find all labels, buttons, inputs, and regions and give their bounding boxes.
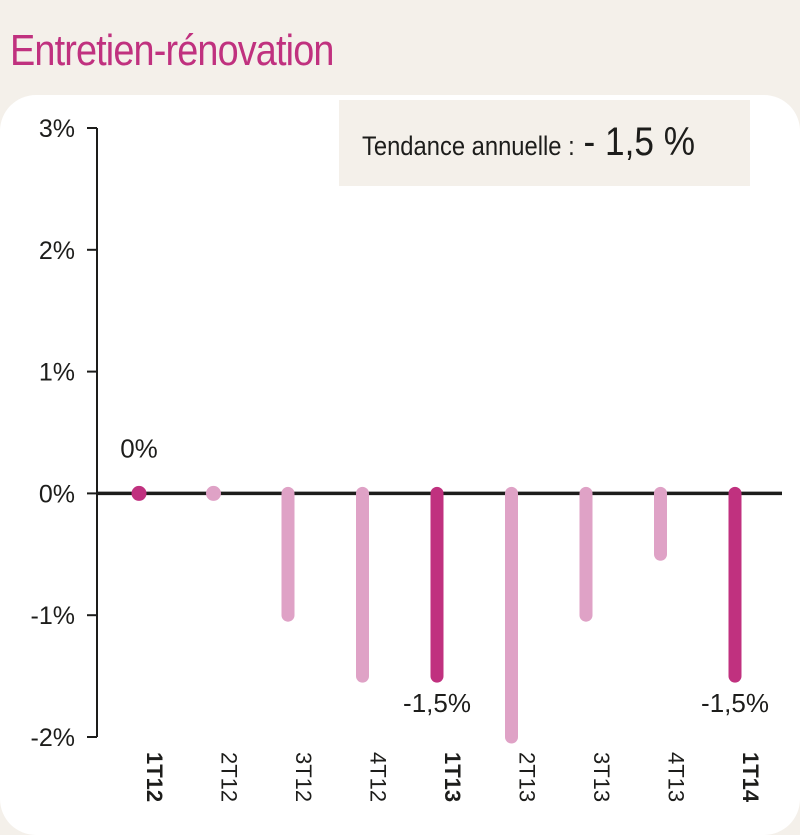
x-tick-label: 3T12	[291, 752, 316, 802]
bar-2t12	[206, 485, 221, 501]
y-tick-label: 2%	[39, 237, 75, 265]
x-tick-label: 4T13	[664, 752, 689, 802]
x-tick-label: 1T14	[738, 752, 763, 803]
x-tick-label: 1T12	[142, 752, 167, 802]
x-tick-label: 4T12	[366, 752, 391, 802]
data-label: -1,5%	[403, 688, 471, 718]
x-tick-label: 1T13	[440, 752, 465, 802]
y-tick-label: -1%	[31, 602, 75, 630]
x-tick-label: 2T13	[515, 752, 540, 802]
x-tick-label: 3T13	[589, 752, 614, 802]
trend-box	[339, 100, 750, 186]
labels-layer: 1T12 2T12 3T12 4T12 1T13 2T13 3T13 4T13 1T14 0% -1…	[120, 433, 769, 803]
chart-panel	[0, 95, 800, 835]
bars-layer	[131, 485, 742, 744]
chart-title: Entretien-rénovation	[10, 26, 334, 75]
trend-summary: Tendance annuelle : - 1,5 %	[362, 120, 695, 170]
y-tick-label: -2%	[31, 724, 75, 752]
trend-label: Tendance annuelle :	[362, 131, 575, 161]
y-tick-label: 1%	[39, 359, 75, 387]
y-tick-label: 0%	[39, 480, 75, 508]
bar-1t12	[131, 485, 147, 501]
data-label: 0%	[120, 433, 158, 463]
x-tick-label: 2T12	[217, 752, 242, 802]
y-tick-label: 3%	[39, 115, 75, 143]
data-label: -1,5%	[701, 688, 769, 718]
trend-value: - 1,5 %	[583, 120, 696, 164]
